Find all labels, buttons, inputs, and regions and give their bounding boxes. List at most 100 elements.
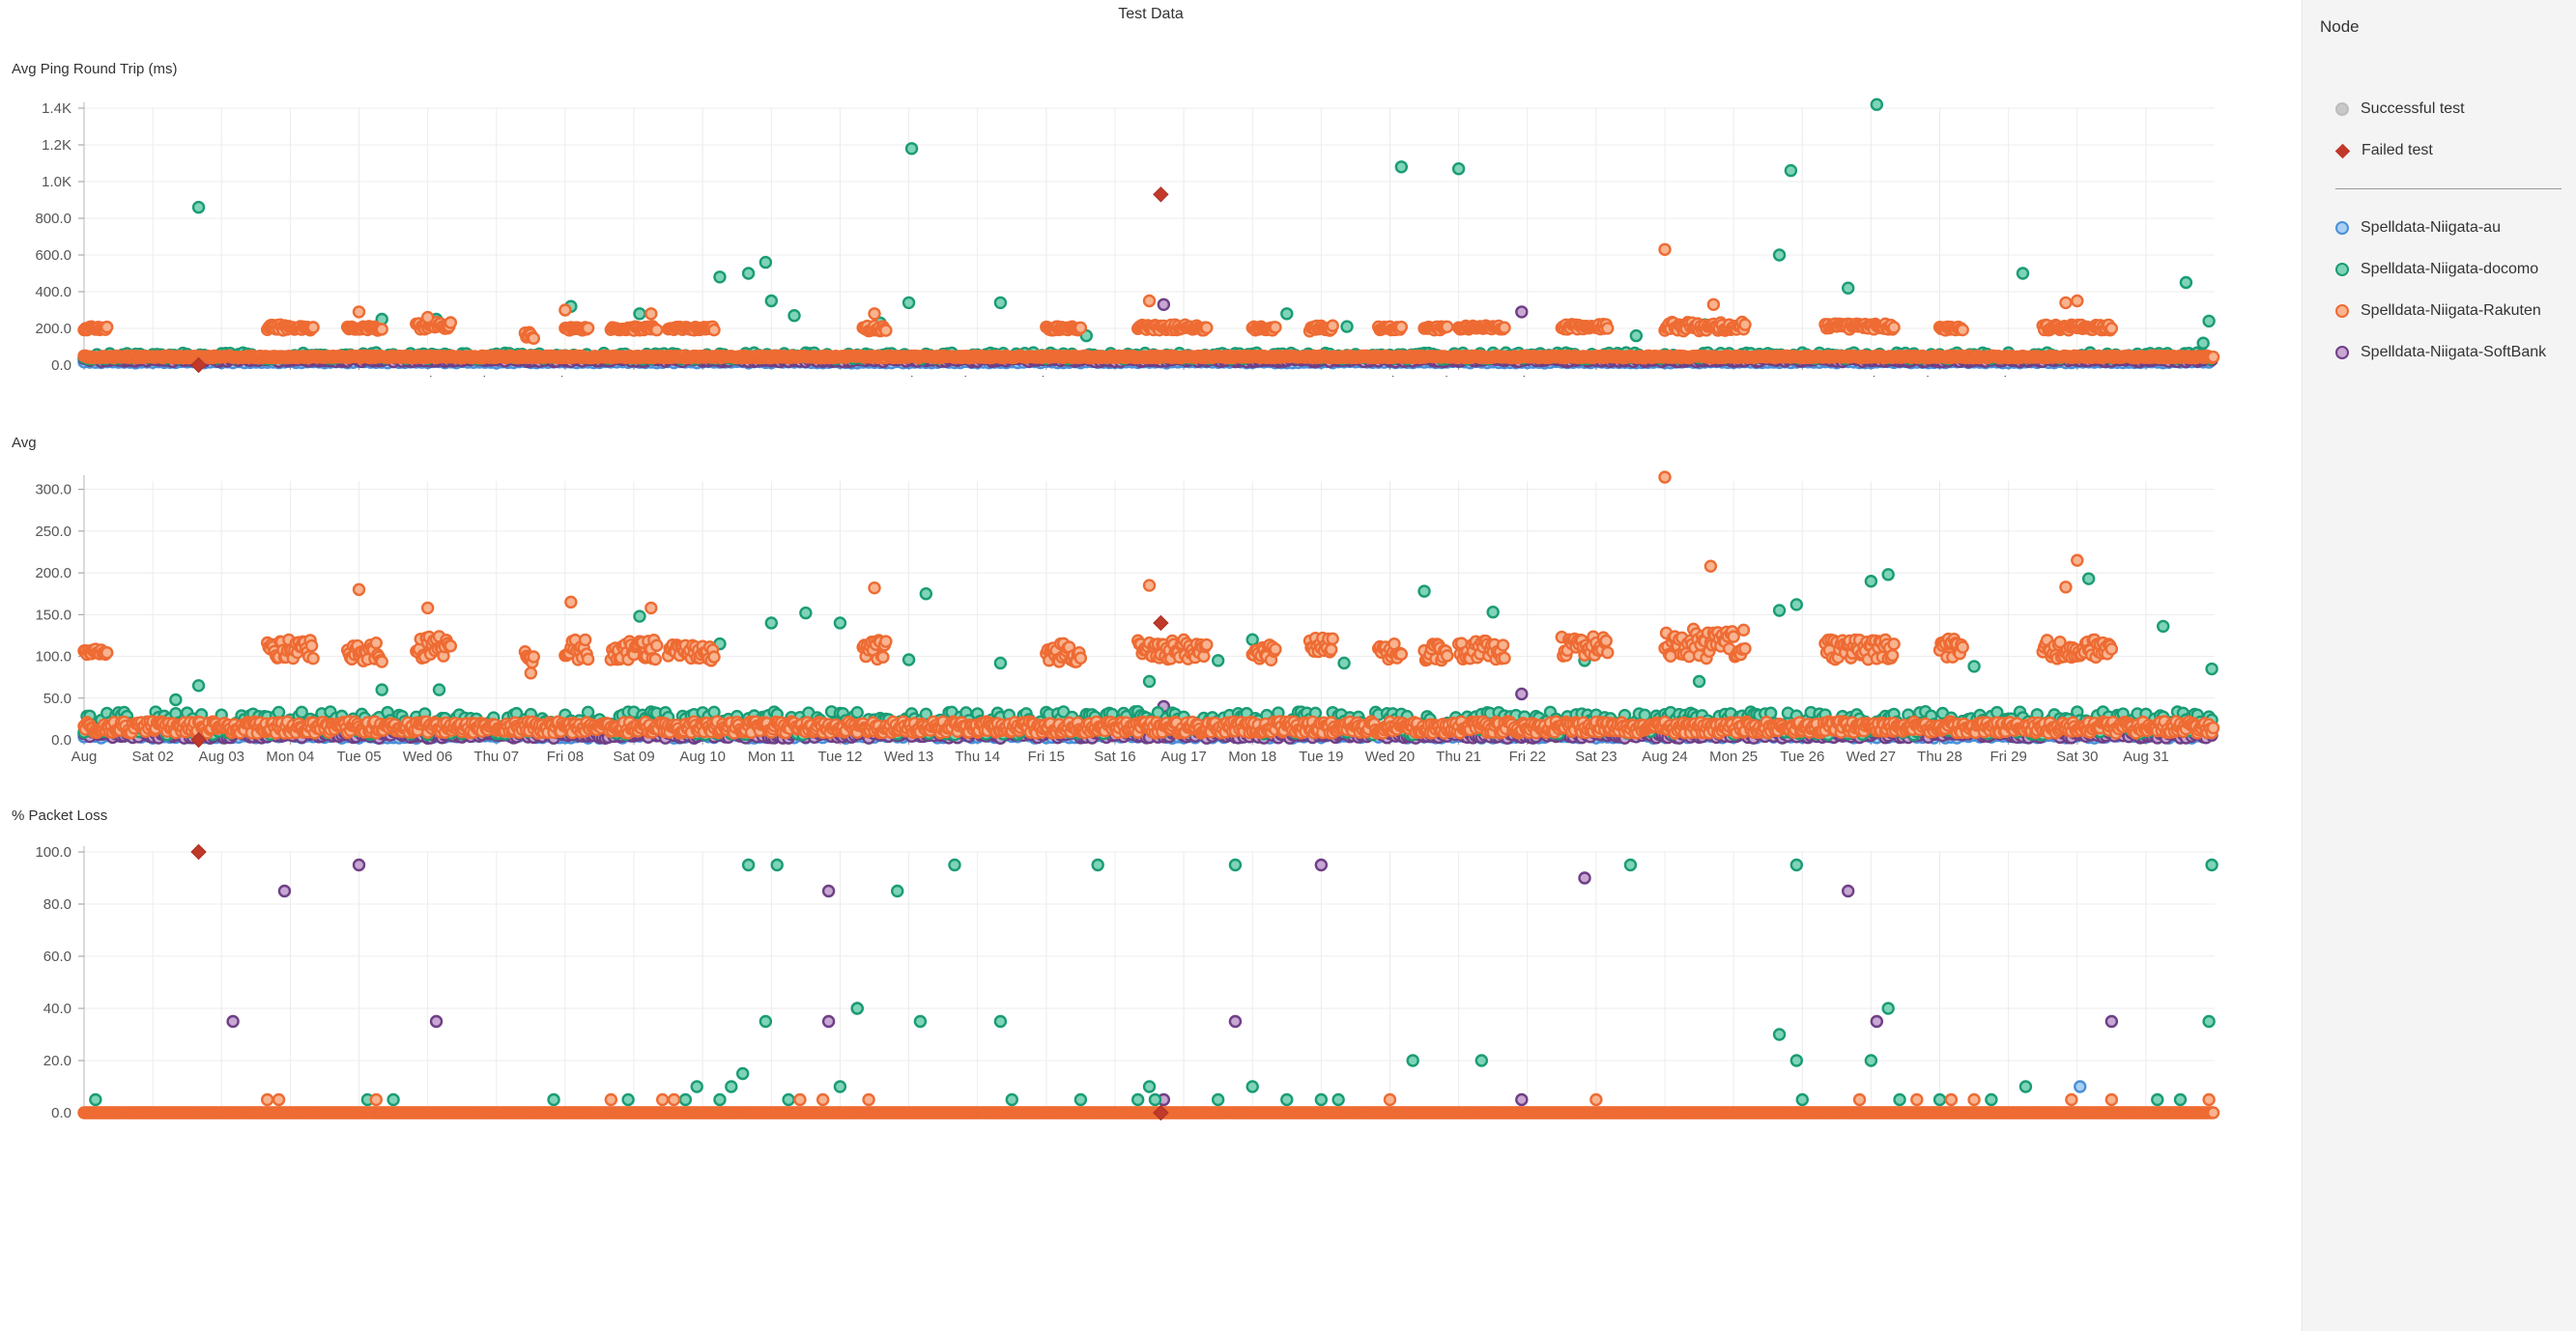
data-point[interactable] — [375, 323, 388, 336]
data-point[interactable] — [644, 307, 658, 321]
y-tick-label: 50.0 — [43, 691, 72, 707]
data-point[interactable] — [1841, 281, 1855, 295]
x-tick-label: Aug 10 — [679, 374, 726, 377]
data-point[interactable] — [1340, 320, 1354, 333]
data-point[interactable] — [2179, 275, 2193, 290]
data-point[interactable] — [1498, 321, 1511, 334]
data-point[interactable] — [1451, 161, 1466, 176]
x-tick-label: Tue 05 — [336, 749, 381, 765]
failed-test-marker[interactable] — [1153, 186, 1169, 203]
series-rakuten — [77, 242, 2220, 365]
y-tick-label: 100.0 — [35, 649, 72, 666]
y-tick-label: 0.0 — [51, 732, 72, 749]
data-point[interactable] — [868, 307, 881, 321]
x-tick-label: Fri 15 — [1028, 749, 1065, 765]
data-point[interactable] — [444, 316, 458, 329]
x-tick-label: Aug 31 — [2123, 749, 2169, 765]
x-tick-label: Sat 30 — [2056, 374, 2098, 377]
data-point[interactable] — [2196, 336, 2210, 350]
failed-tests — [190, 186, 1169, 374]
data-point[interactable] — [1956, 323, 1969, 337]
x-tick-label: Sat 09 — [613, 374, 654, 377]
data-point[interactable] — [1394, 320, 1409, 334]
data-point[interactable] — [1157, 297, 1171, 312]
data-point[interactable] — [100, 320, 114, 334]
x-tick-label: Aug 17 — [1160, 749, 1207, 765]
data-point[interactable] — [352, 305, 366, 319]
data-point[interactable] — [879, 324, 893, 337]
y-tick-label: 600.0 — [35, 247, 72, 264]
data-point[interactable] — [904, 142, 919, 156]
x-tick-label: Wed 13 — [884, 749, 933, 765]
data-point[interactable] — [758, 255, 773, 269]
x-tick-label: Aug 03 — [198, 749, 244, 765]
x-tick-label: Tue 19 — [1299, 749, 1343, 765]
data-point[interactable] — [1772, 248, 1787, 262]
x-tick-label: Thu 21 — [1436, 749, 1481, 765]
data-point[interactable] — [191, 200, 206, 214]
data-point[interactable] — [1658, 242, 1672, 257]
data-point[interactable] — [787, 308, 801, 323]
data-point[interactable] — [1280, 307, 1294, 321]
data-point[interactable] — [707, 323, 721, 337]
chart-title-ping: Avg Ping Round Trip (ms) — [12, 61, 178, 77]
x-tick-label: Wed 06 — [403, 374, 452, 377]
data-point[interactable] — [2071, 294, 2084, 308]
x-tick-label: Mon 25 — [1709, 749, 1758, 765]
data-point[interactable] — [1394, 160, 1409, 174]
data-point[interactable] — [1073, 321, 1088, 335]
page-title: Test Data — [1118, 6, 1184, 22]
data-point[interactable] — [1601, 322, 1615, 335]
x-tick-label: Mon 11 — [748, 749, 795, 765]
x-tick-label: Tue 12 — [817, 749, 862, 765]
data-point[interactable] — [1738, 318, 1752, 331]
chart-avg[interactable]: Aug Sat 02 Aug 03 Mon 04 Tue 05 Wed 06 Thu 07 F… — [0, 460, 2302, 769]
data-point[interactable] — [633, 307, 646, 321]
x-tick-label: Thu 28 — [1917, 749, 1962, 765]
x-tick-label: Thu 07 — [473, 374, 519, 377]
x-tick-label: Aug 24 — [1642, 749, 1688, 765]
data-point[interactable] — [2202, 314, 2216, 328]
data-point[interactable] — [1887, 321, 1901, 334]
x-tick-label: Fri 08 — [547, 749, 584, 765]
data-point[interactable] — [1200, 321, 1214, 334]
data-point[interactable] — [2104, 322, 2119, 335]
data-point[interactable] — [1870, 98, 1884, 111]
data-point[interactable] — [741, 267, 756, 280]
x-tick-label: Fri 29 — [1989, 374, 2026, 377]
x-tick-label: Sat 09 — [613, 749, 654, 765]
data-point[interactable] — [764, 294, 779, 308]
data-point[interactable] — [2206, 350, 2220, 364]
x-tick-label: Sat 23 — [1575, 749, 1617, 765]
data-point[interactable] — [527, 331, 541, 345]
data-point[interactable] — [1441, 320, 1454, 334]
data-point[interactable] — [1326, 319, 1339, 332]
x-tick-label: Tue 26 — [1780, 374, 1824, 377]
data-point[interactable] — [1269, 321, 1282, 334]
data-point[interactable] — [581, 321, 595, 335]
data-point[interactable] — [993, 296, 1008, 310]
x-tick-label: Fri 29 — [1989, 749, 2026, 765]
data-point[interactable] — [2059, 296, 2073, 310]
data-point[interactable] — [902, 296, 916, 310]
data-point[interactable] — [1706, 297, 1721, 312]
data-point[interactable] — [1515, 305, 1529, 319]
y-tick-label: 1.2K — [42, 137, 72, 154]
charts-area: Test Data Avg Ping Round Trip (ms) AugSa… — [0, 6, 2302, 1122]
data-point[interactable] — [558, 303, 572, 317]
data-point[interactable] — [306, 321, 320, 334]
x-tick-label: Fri 22 — [1509, 749, 1546, 765]
data-point[interactable] — [650, 323, 664, 337]
x-tick-label: Tue 19 — [1299, 374, 1343, 377]
y-tick-label: 800.0 — [35, 211, 72, 227]
data-point[interactable] — [2016, 267, 2030, 280]
x-tick-label: Wed 06 — [403, 749, 452, 765]
y-tick-label: 200.0 — [35, 565, 72, 581]
data-point[interactable] — [713, 270, 727, 284]
data-point[interactable] — [1784, 163, 1798, 178]
data-point[interactable] — [420, 310, 435, 325]
y-tick-label: 400.0 — [35, 284, 72, 300]
data-point[interactable] — [1629, 328, 1644, 343]
data-point[interactable] — [1142, 294, 1157, 308]
